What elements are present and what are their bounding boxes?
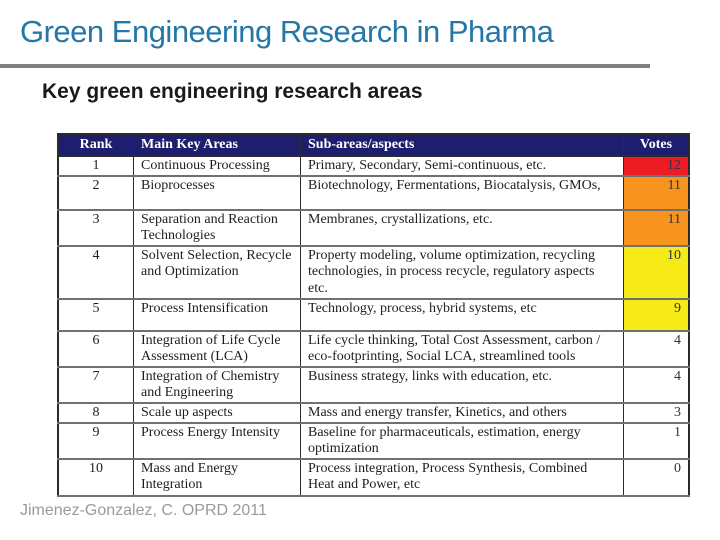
rank-cell: 2: [57, 175, 134, 212]
sub-areas-cell: Technology, process, hybrid systems, etc: [300, 297, 624, 332]
sub-areas-cell: Mass and energy transfer, Kinetics, and …: [300, 402, 624, 425]
rank-cell: 10: [57, 458, 134, 497]
table-row: 7 Integration of Chemistry and Engineerin…: [57, 365, 690, 405]
rank-cell: 8: [57, 402, 134, 425]
votes-cell: 9: [623, 297, 690, 332]
votes-cell: 11: [623, 209, 690, 248]
table-header: Rank Main Key Areas Sub-areas/aspects Vo…: [57, 133, 690, 158]
votes-cell: 10: [623, 245, 690, 300]
sub-areas-cell: Biotechnology, Fermentations, Biocatalys…: [300, 175, 624, 212]
table-row: 4 Solvent Selection, Recycle and Optimiza…: [57, 245, 690, 300]
rank-cell: 1: [57, 155, 134, 178]
table-row: 5 Process Intensification Technology, proc…: [57, 297, 690, 332]
votes-cell: 1: [623, 422, 690, 461]
rank-cell: 3: [57, 209, 134, 248]
column-header-main-key-areas: Main Key Areas: [133, 133, 301, 158]
votes-cell: 0: [623, 458, 690, 497]
table-row: 6 Integration of Life Cycle Assessment (L…: [57, 329, 690, 368]
sub-areas-cell: Baseline for pharmaceuticals, estimation…: [300, 422, 624, 461]
sub-areas-cell: Primary, Secondary, Semi-continuous, etc…: [300, 155, 624, 178]
column-header-votes: Votes: [623, 133, 690, 158]
votes-cell: 4: [623, 329, 690, 368]
main-key-area-cell: Bioprocesses: [133, 175, 301, 212]
rank-cell: 6: [57, 329, 134, 368]
table-row: 1 Continuous Processing Primary, Secondary…: [57, 155, 690, 178]
sub-areas-cell: Membranes, crystallizations, etc.: [300, 209, 624, 248]
table-row: 9 Process Energy Intensity Baseline for ph…: [57, 422, 690, 461]
votes-cell: 12: [623, 155, 690, 178]
votes-cell: 3: [623, 402, 690, 425]
slide-subtitle: Key green engineering research areas: [42, 80, 423, 103]
main-key-area-cell: Integration of Chemistry and Engineering: [133, 365, 301, 405]
rank-cell: 5: [57, 297, 134, 332]
main-key-area-cell: Process Intensification: [133, 297, 301, 332]
main-key-area-cell: Mass and Energy Integration: [133, 458, 301, 497]
table-row: 3 Separation and Reaction Technologies Mem…: [57, 209, 690, 248]
votes-cell: 4: [623, 365, 690, 405]
citation-text: Jimenez-Gonzalez, C. OPRD 2011: [20, 502, 267, 519]
main-key-area-cell: Process Energy Intensity: [133, 422, 301, 461]
main-key-area-cell: Scale up aspects: [133, 402, 301, 425]
main-key-area-cell: Continuous Processing: [133, 155, 301, 178]
sub-areas-cell: Life cycle thinking, Total Cost Assessme…: [300, 329, 624, 368]
rank-cell: 9: [57, 422, 134, 461]
rank-cell: 4: [57, 245, 134, 300]
table-row: 8 Scale up aspects Mass and energy transfe…: [57, 402, 690, 425]
main-key-area-cell: Separation and Reaction Technologies: [133, 209, 301, 248]
votes-cell: 11: [623, 175, 690, 212]
table-header-row: Rank Main Key Areas Sub-areas/aspects Vo…: [57, 133, 690, 158]
title-divider: [0, 64, 650, 68]
table-body: 1 Continuous Processing Primary, Secondary…: [57, 155, 690, 497]
main-key-area-cell: Integration of Life Cycle Assessment (LC…: [133, 329, 301, 368]
rank-cell: 7: [57, 365, 134, 405]
main-key-area-cell: Solvent Selection, Recycle and Optimizat…: [133, 245, 301, 300]
slide-title: Green Engineering Research in Pharma: [20, 14, 554, 49]
table-row: 2 Bioprocesses Biotechnology, Fermentation…: [57, 175, 690, 212]
research-areas-table: Rank Main Key Areas Sub-areas/aspects Vo…: [57, 133, 690, 497]
column-header-rank: Rank: [57, 133, 134, 158]
sub-areas-cell: Property modeling, volume optimization, …: [300, 245, 624, 300]
sub-areas-cell: Business strategy, links with education,…: [300, 365, 624, 405]
table-row: 10 Mass and Energy Integration Process int…: [57, 458, 690, 497]
sub-areas-cell: Process integration, Process Synthesis, …: [300, 458, 624, 497]
column-header-sub-areas: Sub-areas/aspects: [300, 133, 624, 158]
